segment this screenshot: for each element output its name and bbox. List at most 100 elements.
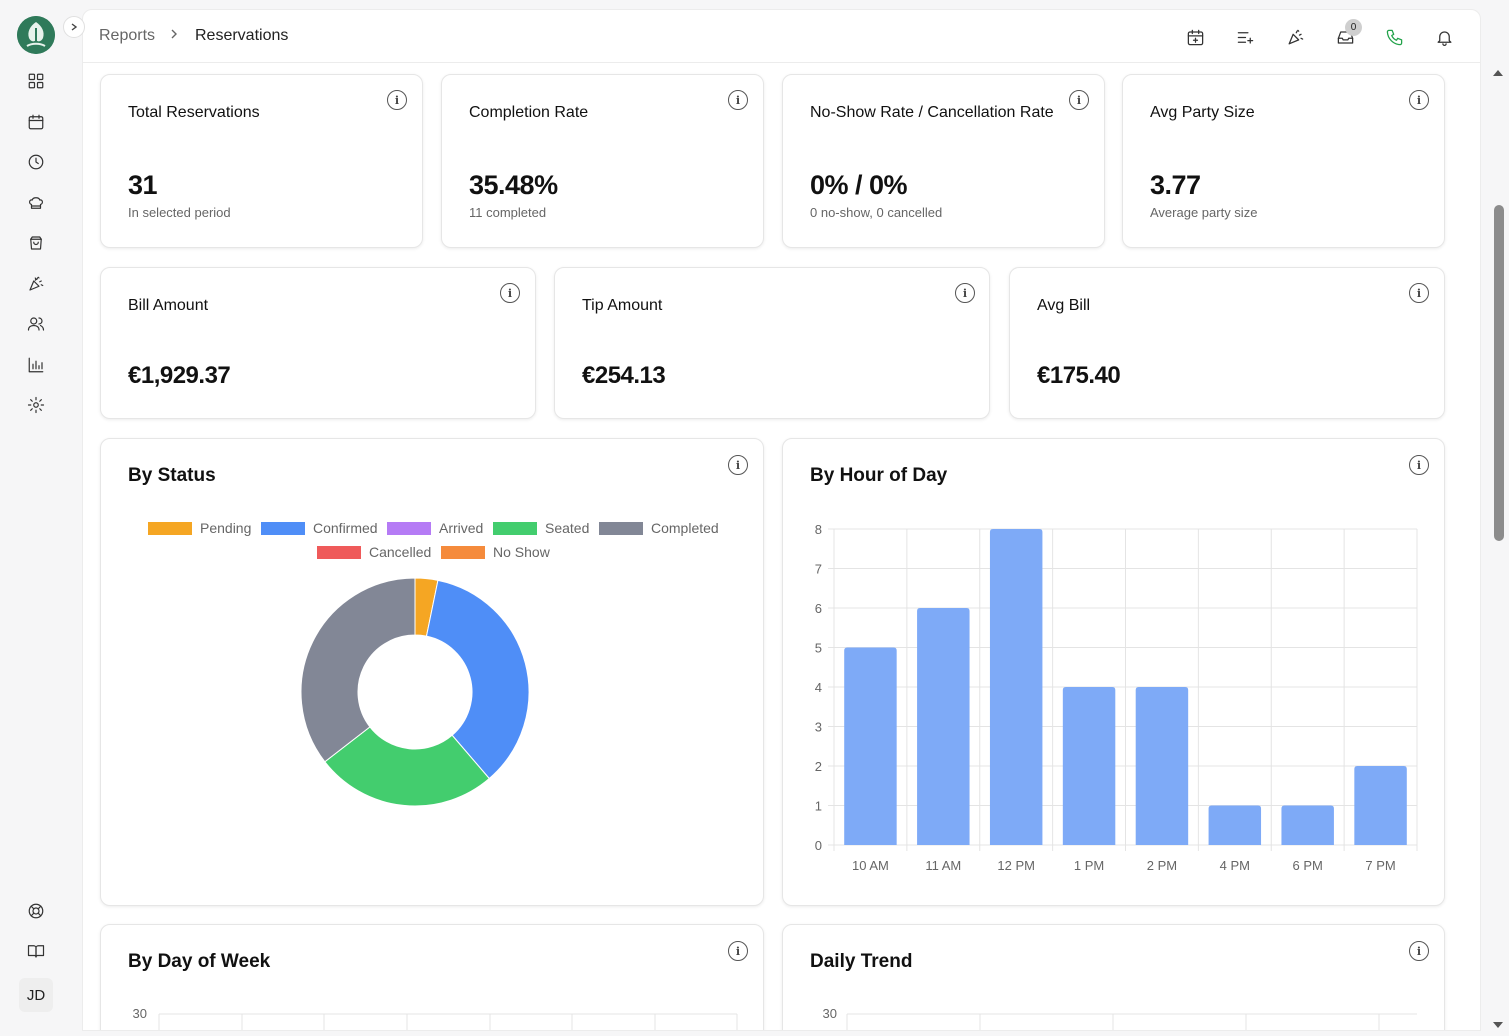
- scrollbar-thumb[interactable]: [1494, 205, 1504, 541]
- legend-label: No Show: [493, 544, 550, 560]
- money-value: €1,929.37: [128, 362, 231, 389]
- sidebar-item-settings[interactable]: [24, 393, 48, 417]
- user-avatar[interactable]: JD: [19, 978, 53, 1012]
- chart-card-by-hour: By Hour of Day i 0 1 2 3 4 5 6 7 8 10 AM 11 AM 12 P…: [782, 438, 1445, 906]
- info-icon[interactable]: i: [728, 455, 748, 475]
- legend-swatch: [599, 521, 643, 535]
- sidebar-item-menu[interactable]: [24, 191, 48, 215]
- info-icon[interactable]: i: [1409, 90, 1429, 110]
- info-icon[interactable]: i: [728, 941, 748, 961]
- y-tick-label: 6: [815, 601, 822, 616]
- bar-10-am[interactable]: [844, 647, 897, 846]
- sidebar-item-docs[interactable]: [24, 939, 48, 963]
- inbox-icon: [1337, 30, 1353, 44]
- bar-6-pm[interactable]: [1281, 805, 1334, 846]
- legend-swatch: [387, 521, 431, 535]
- breadcrumb-separator-icon: [169, 27, 179, 43]
- info-icon[interactable]: i: [500, 283, 520, 303]
- inbox-button[interactable]: [1333, 25, 1357, 49]
- sidebar-item-history[interactable]: [24, 150, 48, 174]
- logo-tree-icon: [17, 16, 55, 54]
- clock-icon: [28, 154, 44, 170]
- bar-chart-icon: [28, 357, 44, 373]
- money-card-avg-bill: Avg Bill i €175.40: [1009, 267, 1445, 419]
- chef-hat-icon: [29, 197, 43, 209]
- page-scrollbar[interactable]: [1485, 0, 1509, 1031]
- legend-item[interactable]: Cancelled: [317, 544, 431, 560]
- main-panel: Reports Reservations 0 Total Reservation…: [82, 9, 1481, 1031]
- sidebar-item-reports[interactable]: [24, 353, 48, 377]
- kpi-value: 3.77: [1150, 170, 1201, 200]
- legend-item[interactable]: No Show: [441, 544, 550, 560]
- calendar-icon: [28, 114, 44, 130]
- y-tick-label: 5: [815, 641, 822, 656]
- x-tick-label: 12 PM: [997, 858, 1035, 873]
- bar-7-pm[interactable]: [1354, 766, 1407, 845]
- chart-card-daily-trend: Daily Trend i 30: [782, 924, 1445, 1030]
- y-tick-label: 1: [815, 799, 822, 814]
- kpi-subtitle: In selected period: [128, 205, 231, 220]
- info-icon[interactable]: i: [387, 90, 407, 110]
- new-reservation-button[interactable]: [1183, 25, 1207, 49]
- sidebar-item-orders[interactable]: [24, 231, 48, 255]
- legend-label: Pending: [200, 520, 252, 536]
- y-tick-label: 2: [815, 759, 822, 774]
- legend-item[interactable]: Completed: [599, 520, 719, 536]
- legend-item[interactable]: Seated: [493, 520, 589, 536]
- scroll-up-arrow-icon[interactable]: [1493, 70, 1503, 76]
- info-icon[interactable]: i: [1069, 90, 1089, 110]
- brand-logo[interactable]: [17, 16, 55, 54]
- info-icon[interactable]: i: [1409, 283, 1429, 303]
- legend-item[interactable]: Arrived: [387, 520, 483, 536]
- phone-icon: [1386, 29, 1402, 45]
- scroll-down-arrow-icon[interactable]: [1493, 1022, 1503, 1028]
- donut-slice-completed[interactable]: [300, 577, 416, 763]
- users-icon: [27, 317, 45, 331]
- kpi-card-no-show-rate: No-Show Rate / Cancellation Rate i 0% / …: [782, 74, 1105, 248]
- sidebar-item-events[interactable]: [24, 272, 48, 296]
- kpi-value: 35.48%: [469, 170, 558, 200]
- notifications-button[interactable]: [1432, 25, 1456, 49]
- breadcrumb-parent[interactable]: Reports: [99, 27, 156, 44]
- legend-swatch: [261, 521, 305, 535]
- y-tick-label: 0: [815, 838, 822, 853]
- sidebar-item-support[interactable]: [24, 899, 48, 923]
- chart-card-by-day-of-week: By Day of Week i 30: [100, 924, 764, 1030]
- kpi-subtitle: 0 no-show, 0 cancelled: [810, 205, 943, 220]
- donut-slice-confirmed[interactable]: [425, 579, 530, 780]
- info-icon[interactable]: i: [1409, 455, 1429, 475]
- money-title: Tip Amount: [582, 297, 663, 314]
- sidebar-item-customers[interactable]: [24, 312, 48, 336]
- phone-button[interactable]: [1382, 25, 1406, 49]
- legend-label: Confirmed: [313, 520, 378, 536]
- info-icon[interactable]: i: [1409, 941, 1429, 961]
- bar-1-pm[interactable]: [1062, 687, 1116, 845]
- kpi-title: Avg Party Size: [1150, 104, 1255, 121]
- info-icon[interactable]: i: [955, 283, 975, 303]
- legend-label: Completed: [651, 520, 719, 536]
- chevron-right-icon: [71, 23, 78, 31]
- sidebar-item-dashboard[interactable]: [24, 69, 48, 93]
- bar-chart: 0 1 2 3 4 5 6 7 8 10 AM 11 AM 12 PM 1 PM 2 PM 4 PM 6 PM…: [815, 522, 1418, 873]
- money-card-tip-amount: Tip Amount i €254.13: [554, 267, 990, 419]
- waitlist-button[interactable]: [1233, 25, 1257, 49]
- day-of-week-chart-axes: 30: [133, 1006, 738, 1030]
- x-tick-label: 7 PM: [1365, 858, 1395, 873]
- bar-12-pm[interactable]: [989, 529, 1043, 845]
- kpi-subtitle: Average party size: [1150, 205, 1258, 220]
- x-tick-label: 4 PM: [1220, 858, 1250, 873]
- legend-item[interactable]: Pending: [148, 520, 251, 536]
- sidebar-item-calendar[interactable]: [24, 110, 48, 134]
- bar-4-pm[interactable]: [1208, 805, 1262, 846]
- legend-item[interactable]: Confirmed: [261, 520, 378, 536]
- info-icon[interactable]: i: [728, 90, 748, 110]
- events-button[interactable]: [1283, 25, 1307, 49]
- donut-slice-seated[interactable]: [324, 726, 490, 807]
- legend-swatch: [493, 521, 537, 535]
- bar-11-am[interactable]: [917, 608, 970, 845]
- sidebar-collapse-button[interactable]: [63, 16, 85, 38]
- bar-2-pm[interactable]: [1135, 687, 1189, 845]
- kpi-title: Total Reservations: [128, 104, 260, 121]
- shopping-bag-icon: [30, 236, 42, 250]
- party-popper-icon: [1288, 29, 1303, 44]
